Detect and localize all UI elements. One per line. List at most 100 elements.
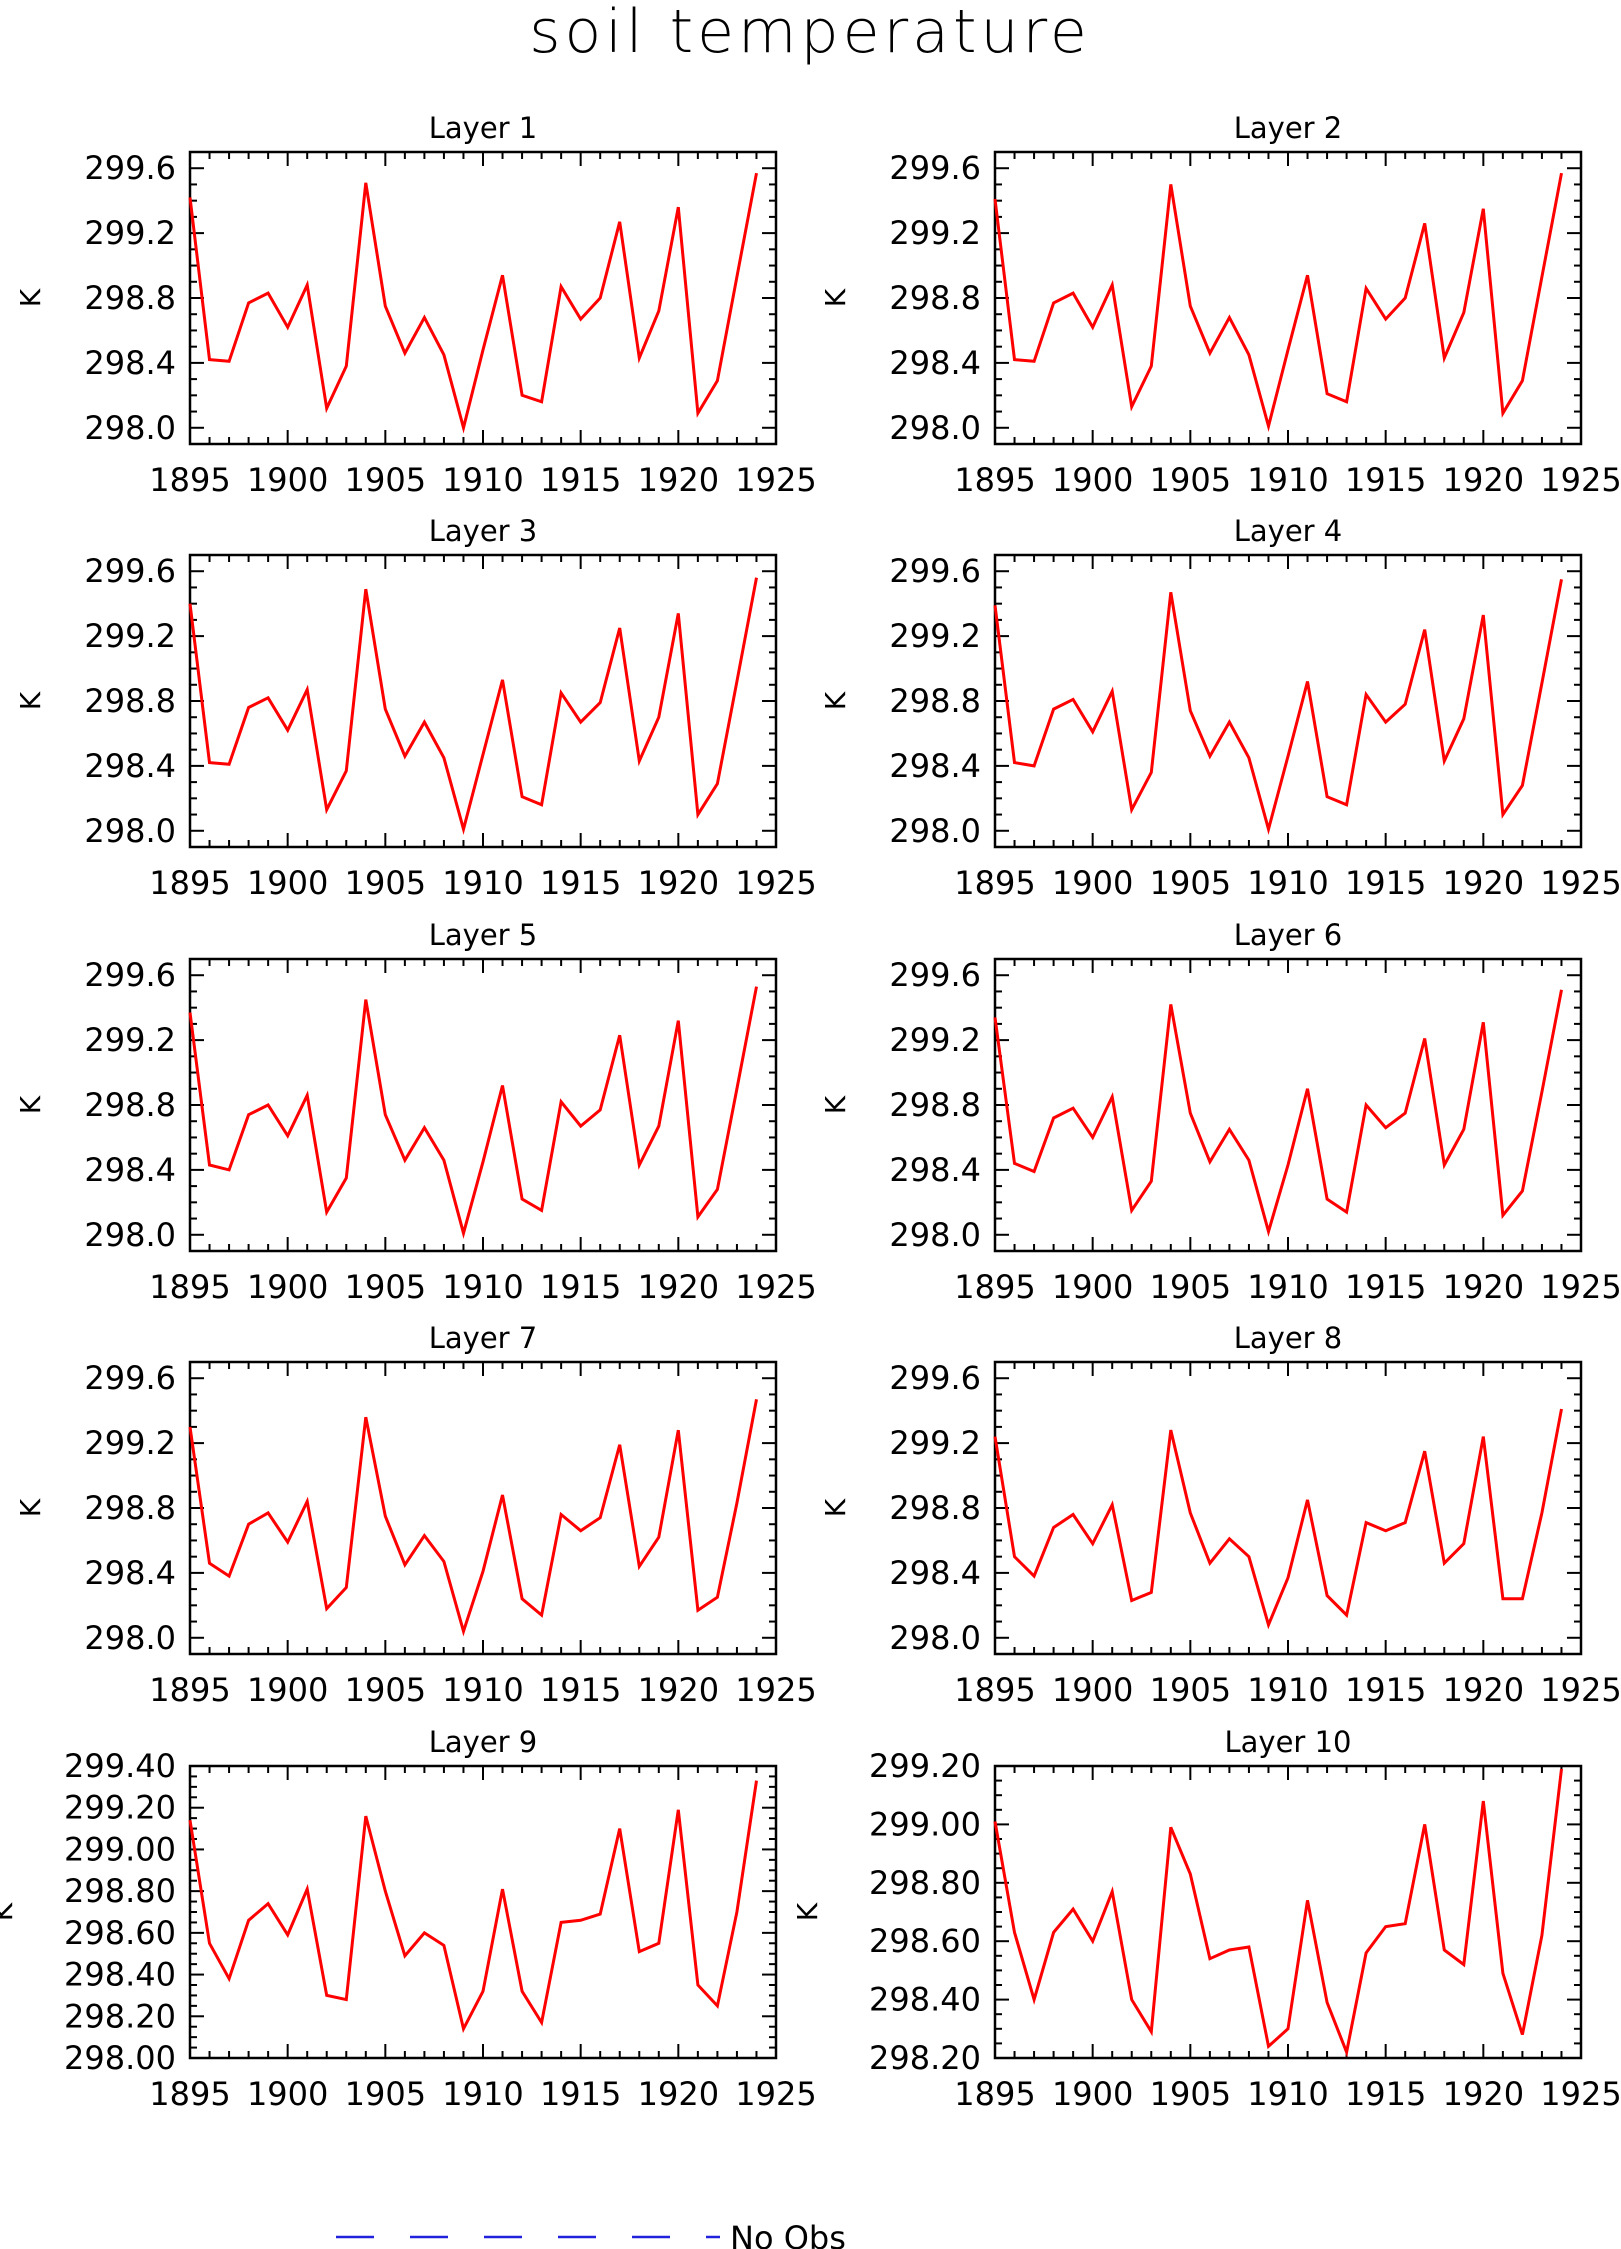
x-tick-label: 1925 xyxy=(735,1268,816,1306)
y-tick-label: 298.8 xyxy=(84,1489,176,1527)
y-axis-label: K xyxy=(14,288,47,307)
y-axis-label: K xyxy=(0,1902,19,1921)
y-axis-label: K xyxy=(819,288,852,307)
x-tick-label: 1920 xyxy=(638,461,719,499)
y-axis-label: K xyxy=(791,1902,824,1921)
x-tick-label: 1895 xyxy=(954,864,1035,902)
y-tick-label: 298.8 xyxy=(889,682,981,720)
panel-title: Layer 9 xyxy=(429,1725,538,1759)
x-tick-label: 1905 xyxy=(345,864,426,902)
x-tick-label: 1895 xyxy=(149,461,230,499)
x-tick-label: 1900 xyxy=(1052,1671,1133,1709)
x-tick-label: 1895 xyxy=(149,864,230,902)
panel-title: Layer 7 xyxy=(429,1321,538,1355)
series-line xyxy=(993,1408,1563,1630)
x-tick-label: 1925 xyxy=(735,461,816,499)
x-tick-label: 1920 xyxy=(638,864,719,902)
y-tick-label: 299.6 xyxy=(84,552,176,590)
plot-frame xyxy=(188,1764,778,2060)
x-tick-label: 1910 xyxy=(1247,1671,1328,1709)
x-tick-label: 1920 xyxy=(638,1268,719,1306)
x-tick-label: 1915 xyxy=(1345,1671,1426,1709)
y-tick-label: 298.4 xyxy=(889,1554,981,1592)
x-tick-label: 1920 xyxy=(638,2075,719,2113)
panel-title: Layer 2 xyxy=(1234,111,1343,145)
series-line xyxy=(993,172,1563,433)
x-tick-label: 1925 xyxy=(1540,1268,1621,1306)
y-tick-label: 299.6 xyxy=(889,1359,981,1397)
y-axis-label: K xyxy=(819,691,852,710)
x-tick-label: 1910 xyxy=(1247,1268,1328,1306)
panel-title: Layer 4 xyxy=(1234,514,1343,548)
y-tick-label: 299.2 xyxy=(889,1424,981,1462)
x-tick-label: 1905 xyxy=(345,1268,426,1306)
x-tick-label: 1910 xyxy=(1247,864,1328,902)
y-tick-label: 299.00 xyxy=(64,1830,176,1868)
y-tick-label: 298.0 xyxy=(84,1216,176,1254)
y-tick-label: 298.4 xyxy=(84,344,176,382)
x-tick-label: 1915 xyxy=(540,1268,621,1306)
y-tick-label: 298.4 xyxy=(889,344,981,382)
panel-layer-4: Layer 4 1895 1900 1905 1910 1915 1920 1925 298.0… xyxy=(819,514,1621,902)
y-tick-label: 299.6 xyxy=(889,956,981,994)
x-tick-label: 1900 xyxy=(1052,1268,1133,1306)
x-tick-label: 1905 xyxy=(1150,461,1231,499)
y-axis-label: K xyxy=(14,1095,47,1114)
x-tick-label: 1915 xyxy=(1345,1268,1426,1306)
x-tick-label: 1905 xyxy=(345,461,426,499)
x-tick-label: 1905 xyxy=(1150,864,1231,902)
y-tick-label: 298.8 xyxy=(84,279,176,317)
y-tick-label: 298.0 xyxy=(889,409,981,447)
y-tick-label: 299.2 xyxy=(84,214,176,252)
y-tick-label: 298.60 xyxy=(869,1922,981,1960)
y-tick-label: 298.20 xyxy=(64,1997,176,2035)
x-tick-label: 1910 xyxy=(442,1671,523,1709)
x-tick-label: 1925 xyxy=(735,864,816,902)
x-tick-label: 1900 xyxy=(247,864,328,902)
x-tick-label: 1895 xyxy=(954,2075,1035,2113)
y-tick-label: 298.8 xyxy=(889,279,981,317)
legend: No Obs xyxy=(336,2219,846,2249)
y-tick-label: 298.4 xyxy=(84,747,176,785)
y-axis-label: K xyxy=(819,1095,852,1114)
x-tick-label: 1925 xyxy=(1540,864,1621,902)
y-tick-label: 299.2 xyxy=(889,617,981,655)
x-tick-label: 1910 xyxy=(442,461,523,499)
x-tick-label: 1910 xyxy=(1247,461,1328,499)
panel-layer-5: Layer 5 1895 1900 1905 1910 1915 1920 1925 298.0… xyxy=(14,918,817,1306)
panel-title: Layer 5 xyxy=(429,918,538,952)
y-tick-label: 298.0 xyxy=(84,409,176,447)
x-tick-label: 1905 xyxy=(1150,1671,1231,1709)
y-tick-label: 299.20 xyxy=(869,1747,981,1785)
x-tick-label: 1915 xyxy=(540,864,621,902)
y-axis-label: K xyxy=(14,691,47,710)
y-tick-label: 298.0 xyxy=(889,1619,981,1657)
panel-layer-6: Layer 6 1895 1900 1905 1910 1915 1920 1925 298.0… xyxy=(819,918,1621,1306)
x-tick-label: 1910 xyxy=(442,2075,523,2113)
series-line xyxy=(188,1399,758,1637)
y-tick-label: 299.6 xyxy=(889,149,981,187)
y-tick-label: 299.2 xyxy=(84,1424,176,1462)
y-tick-label: 299.6 xyxy=(84,1359,176,1397)
x-tick-label: 1905 xyxy=(345,1671,426,1709)
panels-grid: Layer 1 1895 1900 1905 1910 1915 1920 1925 298.0… xyxy=(0,111,1621,2113)
x-tick-label: 1900 xyxy=(1052,864,1133,902)
x-tick-label: 1895 xyxy=(149,1268,230,1306)
figure-title: soil temperature xyxy=(529,0,1091,67)
x-tick-label: 1905 xyxy=(1150,1268,1231,1306)
y-tick-label: 298.40 xyxy=(869,1981,981,2019)
panel-title: Layer 6 xyxy=(1234,918,1343,952)
panel-layer-7: Layer 7 1895 1900 1905 1910 1915 1920 1925 298.0… xyxy=(14,1321,817,1709)
y-tick-label: 299.2 xyxy=(84,617,176,655)
y-tick-label: 299.2 xyxy=(889,1021,981,1059)
panel-layer-2: Layer 2 1895 1900 1905 1910 1915 1920 1925 298.0… xyxy=(819,111,1621,499)
y-tick-label: 298.00 xyxy=(64,2039,176,2077)
x-tick-label: 1915 xyxy=(1345,864,1426,902)
y-axis-label: K xyxy=(14,1498,47,1517)
y-tick-label: 298.80 xyxy=(869,1864,981,1902)
panel-layer-1: Layer 1 1895 1900 1905 1910 1915 1920 1925 298.0… xyxy=(14,111,817,499)
x-tick-label: 1925 xyxy=(1540,461,1621,499)
x-tick-label: 1915 xyxy=(540,461,621,499)
legend-no-obs-label: No Obs xyxy=(730,2219,846,2249)
x-tick-label: 1895 xyxy=(954,461,1035,499)
